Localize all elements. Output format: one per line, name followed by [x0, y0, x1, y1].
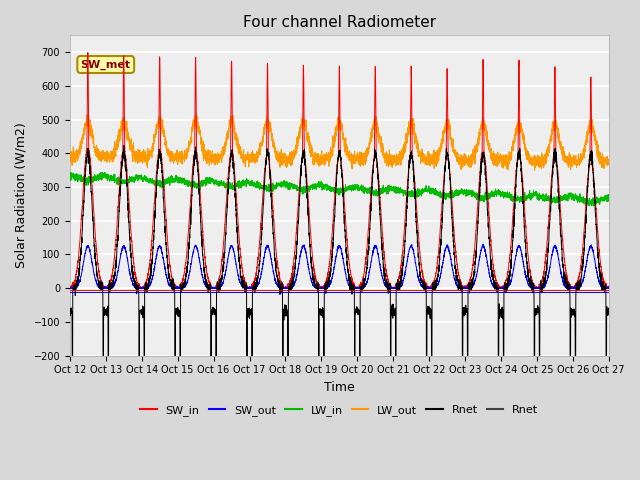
X-axis label: Time: Time: [324, 381, 355, 394]
Y-axis label: Solar Radiation (W/m2): Solar Radiation (W/m2): [15, 122, 28, 268]
Title: Four channel Radiometer: Four channel Radiometer: [243, 15, 436, 30]
Legend: SW_in, SW_out, LW_in, LW_out, Rnet, Rnet: SW_in, SW_out, LW_in, LW_out, Rnet, Rnet: [136, 401, 543, 420]
Text: SW_met: SW_met: [81, 60, 131, 70]
